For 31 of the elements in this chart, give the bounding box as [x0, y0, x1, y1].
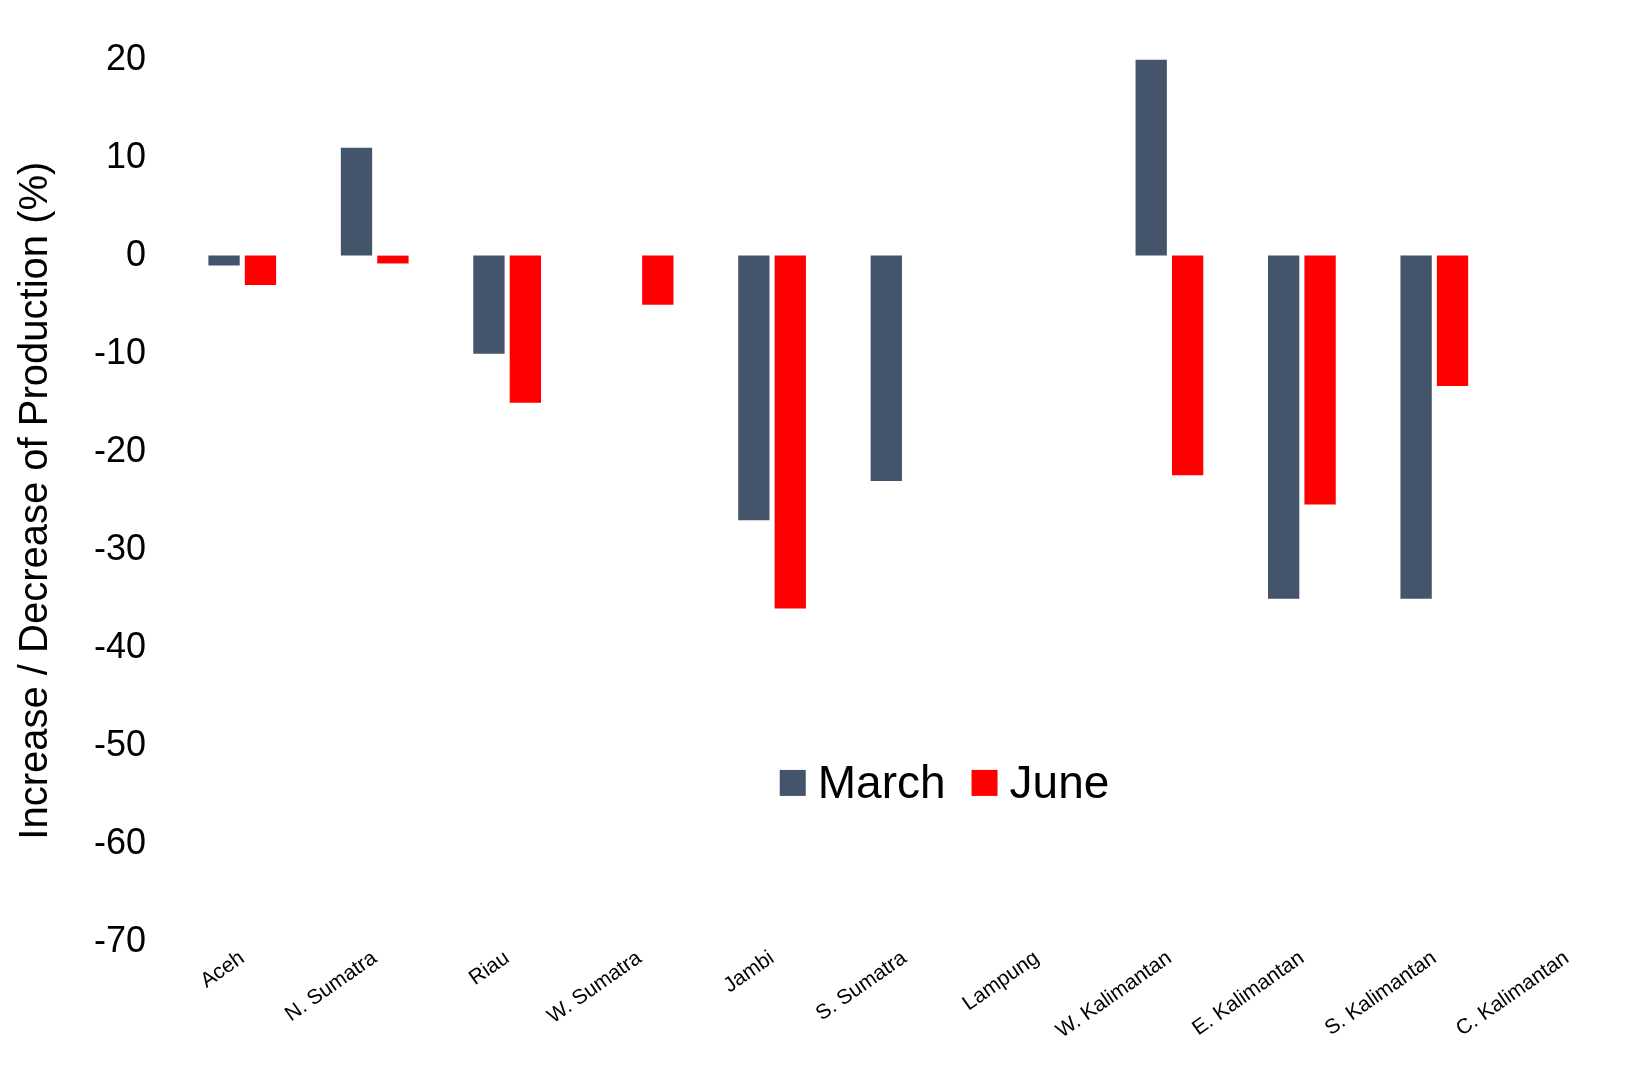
y-tick-label: -40 [94, 624, 147, 666]
bar [738, 255, 770, 521]
bar [377, 255, 409, 264]
y-axis-title: Increase / Decrease of Production (%) [11, 161, 56, 840]
y-tick-label: 20 [105, 36, 147, 78]
y-tick-label: -60 [94, 820, 147, 862]
legend-label: March [817, 755, 946, 808]
legend-label: June [1009, 755, 1110, 808]
x-tick-label: Riau [464, 945, 513, 989]
bar [1135, 59, 1167, 256]
bar [208, 255, 240, 266]
bar [1268, 255, 1300, 599]
x-tick-label: Aceh [195, 945, 248, 992]
bar [509, 255, 542, 403]
bar [473, 255, 505, 354]
bar [1436, 255, 1469, 386]
y-tick-label: -10 [94, 330, 147, 372]
y-tick-label: -50 [94, 722, 147, 764]
bar [642, 255, 674, 305]
y-tick-label: 10 [105, 134, 147, 176]
bar [340, 147, 373, 256]
bar [870, 255, 902, 482]
y-tick-label: -70 [94, 918, 147, 960]
bar [774, 255, 806, 609]
bar [1304, 255, 1336, 505]
bar [1171, 255, 1204, 476]
bar [244, 255, 277, 286]
y-tick-label: -30 [94, 526, 147, 568]
y-tick-label: 0 [126, 232, 147, 274]
bar [1400, 255, 1432, 599]
y-tick-label: -20 [94, 428, 147, 470]
